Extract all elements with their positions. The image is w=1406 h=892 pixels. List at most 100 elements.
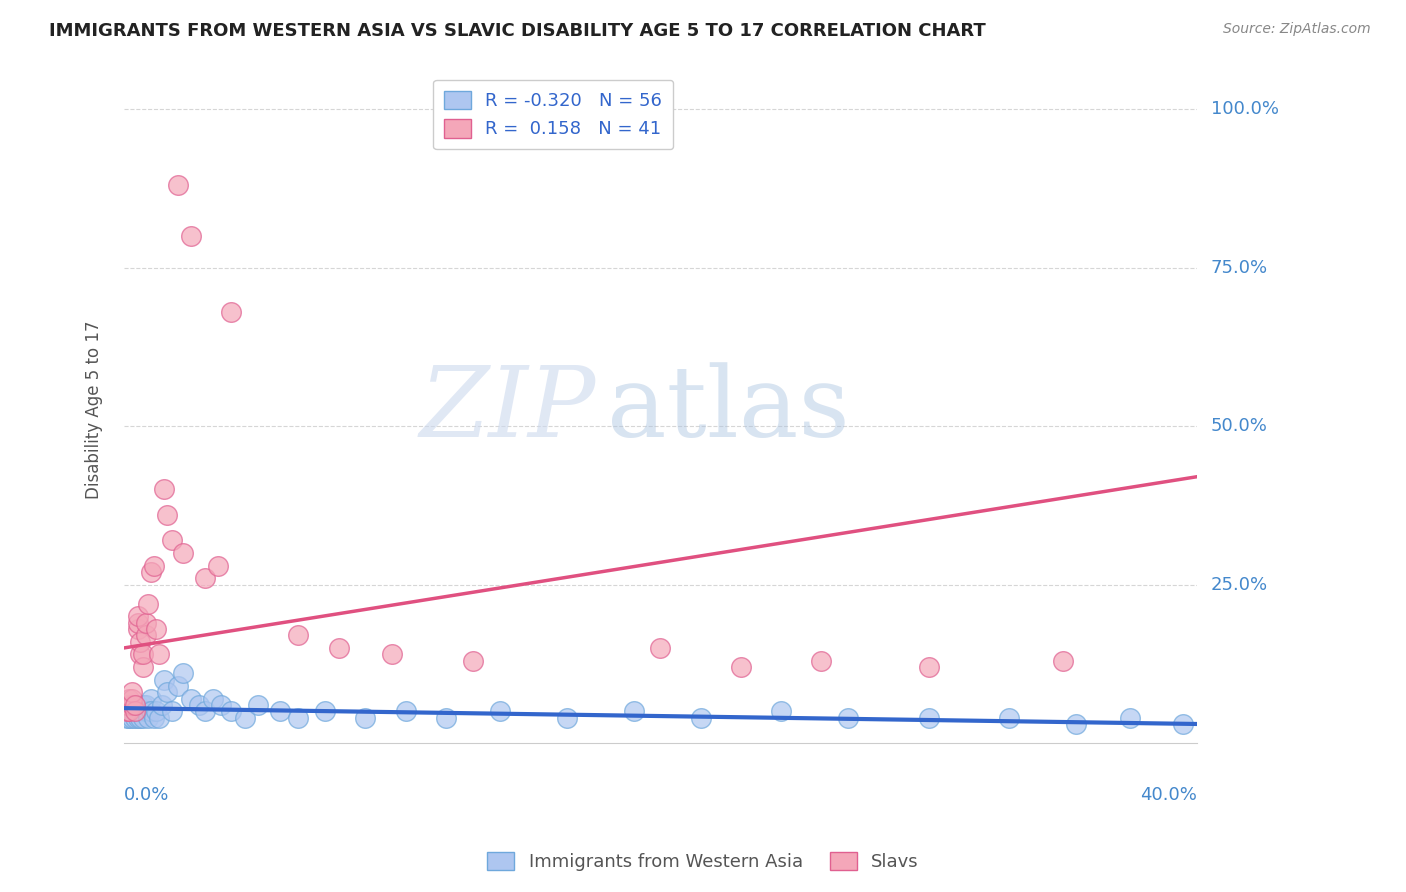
Point [1173,717,1195,731]
Point [148,647,170,661]
Point [188,698,211,712]
Text: IMMIGRANTS FROM WESTERN ASIA VS SLAVIC DISABILITY AGE 5 TO 17 CORRELATION CHART: IMMIGRANTS FROM WESTERN ASIA VS SLAVIC D… [49,22,986,40]
Point [623,704,645,718]
Point [180,691,202,706]
Point [193,704,215,718]
Point [139,691,162,706]
Point [156,685,179,699]
Point [135,615,157,630]
Point [166,679,188,693]
Point [142,558,165,573]
Point [136,704,159,718]
Point [221,305,243,319]
Point [115,704,138,718]
Text: 50.0%: 50.0% [1211,417,1267,435]
Point [730,660,752,674]
Point [201,691,224,706]
Point [118,704,141,718]
Point [135,628,157,642]
Point [172,666,194,681]
Point [150,698,173,712]
Point [121,698,143,712]
Point [461,654,484,668]
Point [132,660,155,674]
Point [434,711,457,725]
Point [770,704,793,718]
Point [395,704,418,718]
Point [145,704,167,718]
Point [124,704,146,718]
Point [121,698,143,712]
Point [115,698,138,712]
Point [1118,711,1140,725]
Point [287,711,309,725]
Point [121,704,143,718]
Point [162,533,184,548]
Text: Source: ZipAtlas.com: Source: ZipAtlas.com [1223,22,1371,37]
Point [142,711,165,725]
Point [145,622,167,636]
Point [136,597,159,611]
Point [118,691,141,706]
Point [124,698,146,712]
Point [132,647,155,661]
Point [153,483,176,497]
Point [221,704,243,718]
Legend: Immigrants from Western Asia, Slavs: Immigrants from Western Asia, Slavs [479,845,927,879]
Point [127,609,149,624]
Point [139,704,162,718]
Text: 75.0%: 75.0% [1211,259,1268,277]
Point [555,711,578,725]
Point [121,711,143,725]
Point [132,698,155,712]
Point [135,704,157,718]
Point [115,711,138,725]
Point [269,704,291,718]
Text: atlas: atlas [607,362,849,458]
Point [129,711,152,725]
Point [121,685,143,699]
Point [129,634,152,648]
Text: ZIP: ZIP [420,362,596,458]
Point [132,711,155,725]
Point [810,654,832,668]
Point [127,622,149,636]
Point [121,691,143,706]
Point [917,711,939,725]
Point [153,673,176,687]
Point [118,711,141,725]
Point [129,647,152,661]
Text: 40.0%: 40.0% [1140,786,1197,805]
Point [1052,654,1074,668]
Point [136,711,159,725]
Legend: R = -0.320   N = 56, R =  0.158   N = 41: R = -0.320 N = 56, R = 0.158 N = 41 [433,79,673,149]
Point [837,711,859,725]
Point [127,698,149,712]
Point [127,711,149,725]
Point [129,704,152,718]
Point [127,615,149,630]
Point [287,628,309,642]
Point [124,704,146,718]
Point [148,711,170,725]
Point [354,711,377,725]
Point [180,228,202,243]
Point [156,508,179,522]
Text: 0.0%: 0.0% [124,786,170,805]
Point [488,704,510,718]
Point [166,178,188,193]
Point [135,698,157,712]
Point [314,704,336,718]
Point [917,660,939,674]
Point [998,711,1021,725]
Point [124,711,146,725]
Point [1064,717,1087,731]
Point [118,704,141,718]
Point [689,711,711,725]
Point [209,698,232,712]
Text: 100.0%: 100.0% [1211,100,1278,118]
Point [650,640,672,655]
Point [328,640,350,655]
Point [247,698,270,712]
Y-axis label: Disability Age 5 to 17: Disability Age 5 to 17 [86,321,103,500]
